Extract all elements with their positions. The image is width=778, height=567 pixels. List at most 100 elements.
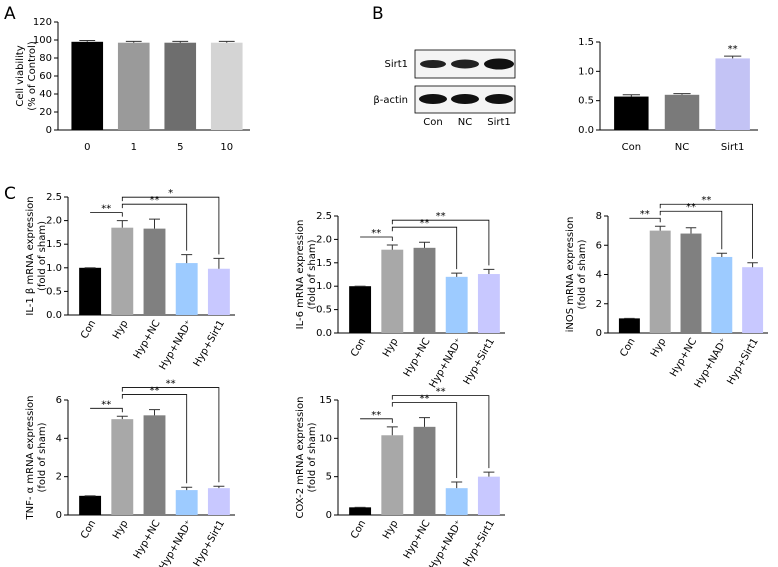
x-tick-label: Hyp+NC [132,318,163,360]
y-tick-label: 0.5 [578,96,594,107]
y-tick-label: 0.0 [578,125,594,136]
significance-bracket [659,210,723,250]
y-tick-label: 1.0 [578,66,594,77]
significance-bracket [90,407,123,413]
bar [111,227,134,315]
error-bar [149,218,160,229]
bar [477,274,500,333]
blot-lane-label: Sirt1 [487,117,511,128]
significance-label: ** [101,399,111,410]
y-tick-label: 1.0 [46,263,62,274]
x-tick-label: Con [349,337,368,359]
y-tick-label: 6 [596,240,602,251]
error-bar [622,94,640,97]
significance-bracket [391,402,458,479]
error-bar [181,254,193,264]
y-axis-label: (fold of sham) [37,221,48,291]
bar [79,495,102,515]
significance-label: ** [686,202,696,213]
x-tick-label: NC [675,142,689,153]
bar [618,318,640,333]
bar [477,476,500,515]
bar [413,426,436,515]
y-tick-label: 8 [596,211,602,222]
error-bar [724,55,742,59]
y-tick-label: 2.5 [46,192,62,203]
significance-label: ** [371,228,381,239]
error-bar [386,244,398,250]
y-axis-label: IL-1 β mRNA expression [25,196,36,315]
bar [71,41,104,130]
x-tick-label: Con [79,319,98,341]
error-bar [483,471,495,477]
y-axis-label: iNOS mRNA expression [565,217,576,333]
y-tick-label: 1.5 [578,37,594,48]
x-tick-label: Con [618,337,637,359]
significance-bracket [90,212,123,217]
y-tick-label: 1.5 [46,239,62,250]
y-axis-label: (fold of sham) [307,422,318,492]
y-tick-label: 120 [33,17,52,28]
y-axis-label: TNF- α mRNA expression [25,395,36,520]
x-tick-label: 5 [177,142,183,153]
y-tick-label: 80 [39,53,52,64]
y-tick-label: 0 [326,510,332,521]
error-bar [79,39,96,42]
x-tick-label: Hyp+NC [668,336,699,378]
significance-label: ** [166,379,176,390]
x-tick-label: Hyp+Sirt1 [192,319,227,369]
x-tick-label: Hyp+Sirt1 [725,337,760,387]
blot-row-label: Sirt1 [384,59,408,70]
significance-bracket [121,203,188,251]
significance-label: ** [420,394,430,405]
error-bar [451,272,463,277]
significance-bracket [391,226,458,270]
y-tick-label: 1.0 [316,281,332,292]
bar [742,267,764,333]
significance-bracket [121,196,220,255]
significance-label: ** [436,211,446,222]
western-blot: Sirt1 β-actin Con NC Sirt1 [373,49,516,128]
x-tick-label: Hyp+NAD⁺ [158,519,195,567]
bar [349,507,372,515]
x-tick-label: 1 [131,142,137,153]
error-bar [181,486,193,491]
y-axis-label: Cell viability [15,45,26,106]
y-tick-label: 2.0 [46,216,62,227]
significance-label: ** [101,204,111,215]
bar [614,96,649,130]
y-tick-label: 2 [56,472,62,483]
x-tick-label: Hyp [111,319,130,342]
error-bar [654,225,666,231]
y-tick-label: 0 [596,328,602,339]
bar [664,94,700,130]
y-tick-label: 0.0 [46,310,62,321]
y-axis-label: (fold of sham) [577,239,588,309]
significance-label: * [168,188,173,199]
bar [413,247,436,333]
x-tick-label: Hyp+NAD⁺ [158,319,195,373]
error-bar [149,409,160,416]
panel-label: C [4,184,16,204]
significance-label: ** [150,386,160,397]
y-tick-label: 1.5 [316,258,332,269]
y-tick-label: 40 [39,89,52,100]
y-axis-label: COX-2 mRNA expression [295,397,306,519]
significance-bracket [360,236,393,242]
y-axis-label: (fold of sham) [307,239,318,309]
significance-label: ** [701,195,711,206]
bar [210,42,243,131]
y-tick-label: 0 [56,510,62,521]
x-tick-label: Con [79,519,98,541]
y-tick-label: 2.5 [316,211,332,222]
y-tick-label: 0 [46,125,52,136]
panel-label: A [4,4,16,24]
error-bar [116,220,128,228]
significance-label: ** [150,195,160,206]
y-tick-label: 0.0 [316,328,332,339]
error-bar [673,93,691,95]
significance-bracket [659,203,753,259]
bar [111,419,134,515]
bar [207,268,230,315]
error-bar [386,426,398,436]
